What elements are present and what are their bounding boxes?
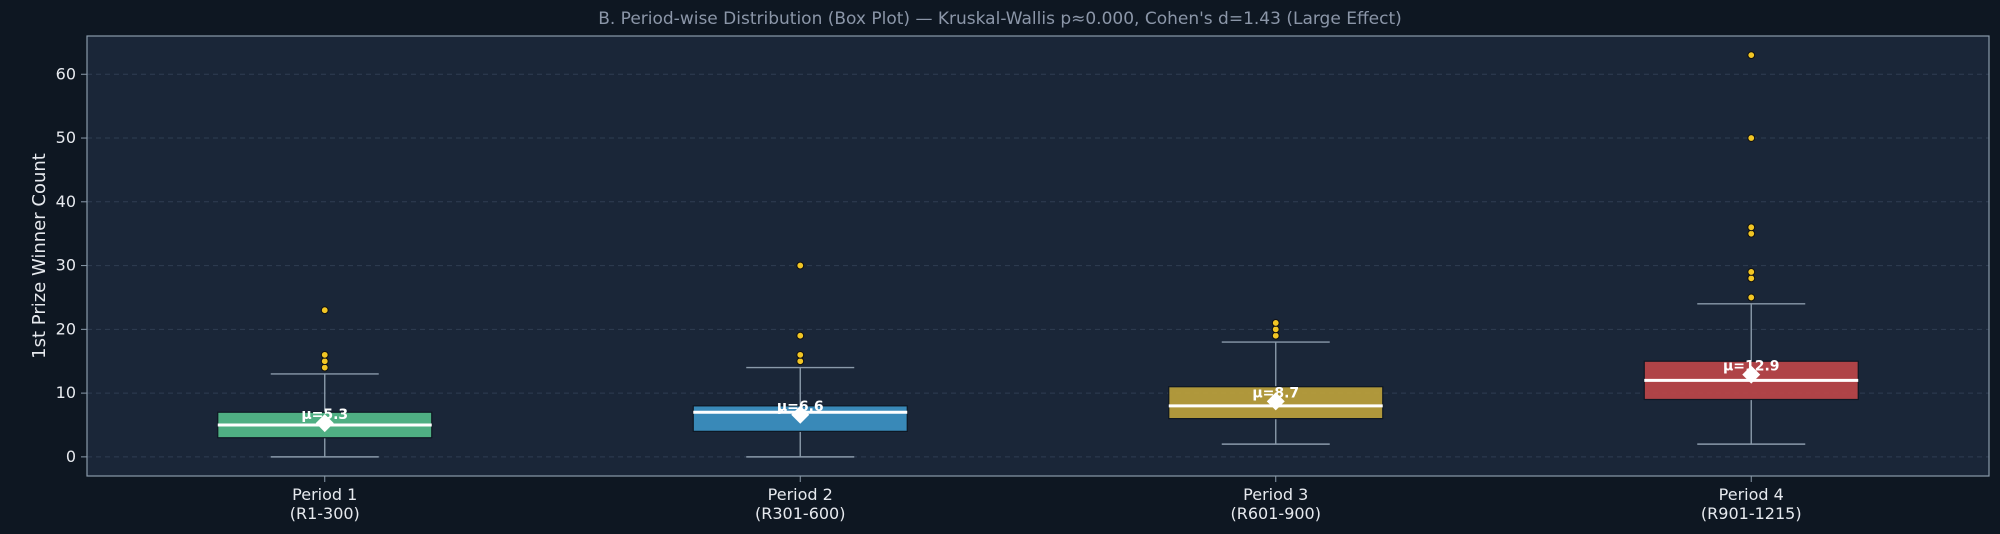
outlier-point <box>1747 274 1756 283</box>
chart-title: B. Period-wise Distribution (Box Plot) —… <box>598 9 1402 29</box>
outlier-point <box>796 350 805 359</box>
outlier-point <box>320 306 329 315</box>
outlier-point <box>320 350 329 359</box>
outlier-point <box>1747 51 1756 60</box>
axes: 0 10 20 30 40 50 60 Period 1(R1-300) Period 2(R3… <box>56 64 1802 523</box>
outlier-point <box>796 331 805 340</box>
plot-frame <box>86 35 1990 477</box>
outlier-point <box>1747 268 1756 276</box>
mean-label: μ=5.3 <box>301 407 348 423</box>
mean-marker <box>1266 392 1285 411</box>
x-tick-label: Period 1 <box>292 485 357 504</box>
outlier-point <box>796 357 805 366</box>
mean-marker <box>791 405 810 424</box>
x-tick-label: Period 3 <box>1243 485 1308 504</box>
x-tick-label: Period 2 <box>768 485 833 504</box>
outlier-point <box>1747 229 1756 238</box>
outlier-point <box>1747 223 1756 232</box>
outlier-point <box>1271 325 1280 334</box>
y-tick-label: 40 <box>56 192 76 211</box>
x-tick-sublabel: (R301-600) <box>755 504 845 523</box>
mean-label: μ=6.6 <box>777 399 824 415</box>
outlier-point <box>1271 331 1280 340</box>
y-tick-label: 10 <box>56 383 76 402</box>
plot-area <box>87 36 1989 476</box>
y-tick-label: 0 <box>66 447 76 466</box>
outlier-point <box>1747 293 1756 302</box>
outlier-point <box>1271 319 1280 327</box>
iqr-box <box>1168 386 1384 420</box>
box-group: μ=12.9 <box>1643 51 1859 445</box>
mean-label: μ=12.9 <box>1723 359 1780 375</box>
mean-label: μ=8.7 <box>1252 385 1299 401</box>
outlier-point <box>320 357 329 366</box>
box-group: μ=6.6 <box>692 261 908 458</box>
y-axis-label: 1st Prize Winner Count <box>29 153 50 359</box>
mean-marker <box>315 414 334 433</box>
box-group: μ=8.7 <box>1168 319 1384 445</box>
x-tick-sublabel: (R1-300) <box>290 504 360 523</box>
x-tick-sublabel: (R901-1215) <box>1701 504 1802 523</box>
outlier-point <box>1747 134 1756 142</box>
box-plot-marks: μ=5.3 μ=6.6 μ=8.7 μ=12.9 <box>217 51 1859 458</box>
box-group: μ=5.3 <box>217 306 433 458</box>
y-tick-label: 60 <box>56 64 76 83</box>
outlier-point <box>320 363 329 372</box>
y-tick-label: 30 <box>56 256 76 275</box>
x-tick-sublabel: (R601-900) <box>1231 504 1321 523</box>
y-tick-label: 50 <box>56 128 76 147</box>
mean-marker <box>1742 365 1761 384</box>
y-tick-label: 20 <box>56 319 76 338</box>
outlier-point <box>796 261 805 270</box>
x-tick-label: Period 4 <box>1719 485 1784 504</box>
